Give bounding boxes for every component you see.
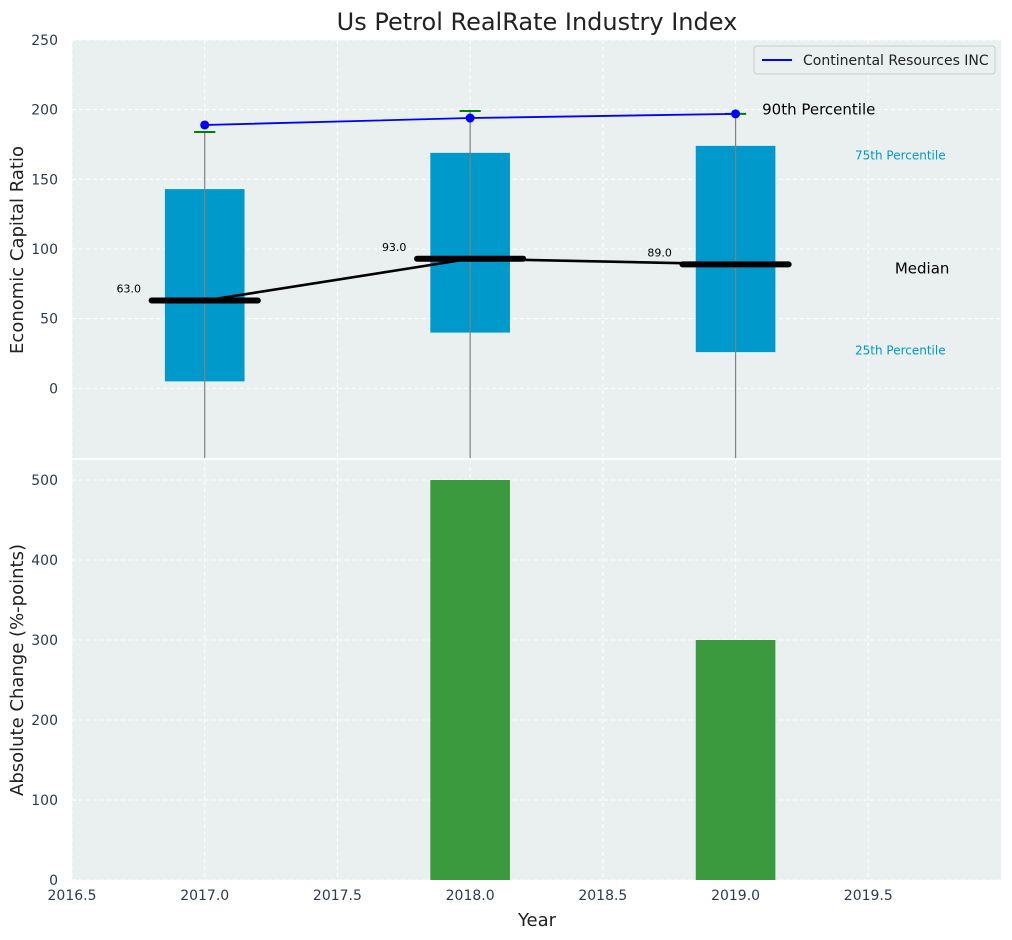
x-tick-label: 2019.5 xyxy=(844,888,893,904)
legend-box xyxy=(753,45,996,75)
x-tick-label: 2017.5 xyxy=(313,888,362,904)
top-panel: 0 50 100 150 200 250 63.0 93.0 89.0 90th Percenti… xyxy=(31,33,1001,458)
x-axis-label: Year xyxy=(517,910,557,931)
legend: Continental Resources INC xyxy=(753,45,996,75)
annotation-label: Median xyxy=(895,260,950,278)
change-bar xyxy=(430,480,510,880)
bottom-y-tick-label: 400 xyxy=(31,553,58,569)
top-y-tick-label: 150 xyxy=(31,172,58,188)
bottom-panel: 0 100 200 300 400 500 2016.5 2017.0 2017.5 2018.0… xyxy=(31,460,1001,904)
annotation-label: 75th Percentile xyxy=(855,148,946,162)
x-tick-label: 2018.5 xyxy=(578,888,627,904)
bottom-y-tick-label: 0 xyxy=(49,873,58,889)
top-y-tick-label: 50 xyxy=(40,312,58,328)
annotation-label: 25th Percentile xyxy=(855,343,946,357)
x-tick-label: 2017.0 xyxy=(180,888,229,904)
company-point xyxy=(465,113,475,123)
top-y-tick-label: 100 xyxy=(31,242,58,258)
bottom-y-tick-label: 100 xyxy=(31,793,58,809)
bottom-y-axis-label: Absolute Change (%-points) xyxy=(7,544,28,796)
top-y-tick-label: 250 xyxy=(31,33,58,49)
bottom-y-tick-label: 300 xyxy=(31,633,58,649)
bottom-y-tick-label: 200 xyxy=(31,713,58,729)
bottom-y-tick-label: 500 xyxy=(31,473,58,489)
bottom-plot-background xyxy=(72,460,1001,880)
x-tick-label: 2019.0 xyxy=(711,888,760,904)
top-y-axis-label: Economic Capital Ratio xyxy=(7,146,28,354)
chart-title: Us Petrol RealRate Industry Index xyxy=(337,8,738,36)
legend-entry-label: Continental Resources INC xyxy=(803,53,989,69)
median-value-label: 63.0 xyxy=(117,283,142,296)
x-tick-label: 2018.0 xyxy=(446,888,495,904)
change-bar xyxy=(695,640,776,880)
annotation-label: 90th Percentile xyxy=(762,101,875,119)
company-point xyxy=(200,120,210,130)
median-value-label: 89.0 xyxy=(647,246,672,259)
top-y-tick-label: 0 xyxy=(49,381,58,397)
top-y-tick-label: 200 xyxy=(31,103,58,119)
company-point xyxy=(731,109,741,119)
median-value-label: 93.0 xyxy=(382,241,407,254)
x-tick-label: 2016.5 xyxy=(48,888,97,904)
